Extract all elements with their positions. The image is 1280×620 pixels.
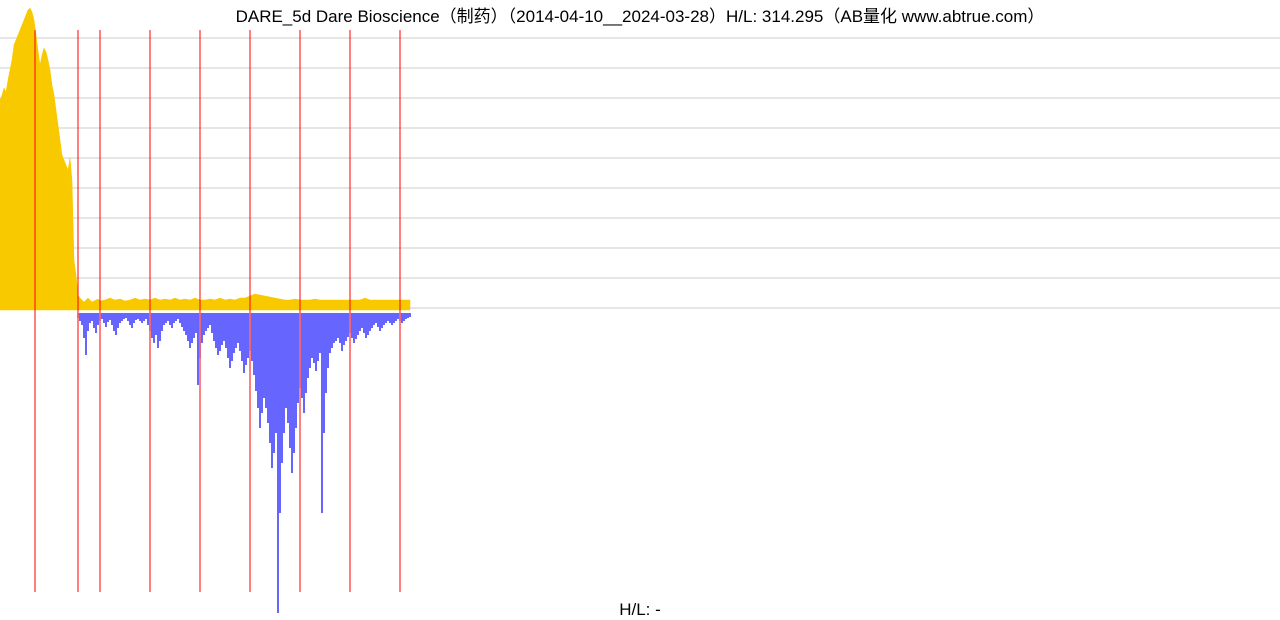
chart-svg xyxy=(0,0,1280,620)
chart-footer-label: H/L: - xyxy=(0,600,1280,620)
chart-container: DARE_5d Dare Bioscience（制药）（2014-04-10__… xyxy=(0,0,1280,620)
